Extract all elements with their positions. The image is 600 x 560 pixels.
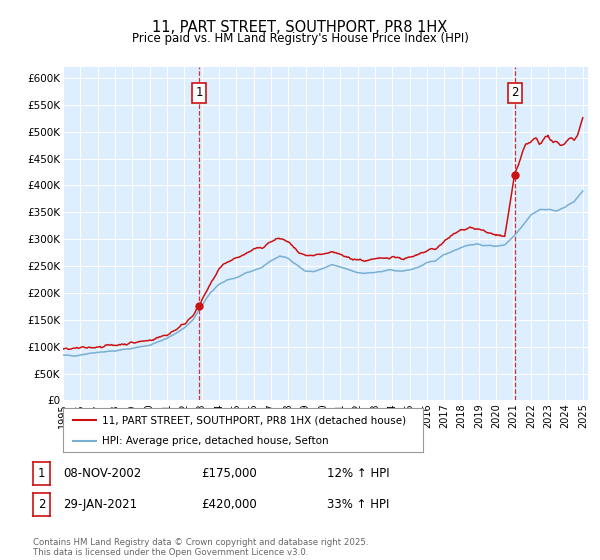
Point [510, 170, 520, 179]
Text: 12% ↑ HPI: 12% ↑ HPI [327, 467, 389, 480]
Text: 2: 2 [38, 498, 45, 511]
Text: 11, PART STREET, SOUTHPORT, PR8 1HX (detached house): 11, PART STREET, SOUTHPORT, PR8 1HX (det… [102, 415, 406, 425]
Text: 1: 1 [195, 86, 203, 100]
Text: 33% ↑ HPI: 33% ↑ HPI [327, 498, 389, 511]
Text: £420,000: £420,000 [201, 498, 257, 511]
Text: 11, PART STREET, SOUTHPORT, PR8 1HX: 11, PART STREET, SOUTHPORT, PR8 1HX [152, 20, 448, 35]
Text: 08-NOV-2002: 08-NOV-2002 [63, 467, 141, 480]
Text: 2: 2 [511, 86, 518, 100]
Text: 1: 1 [38, 467, 45, 480]
Text: £175,000: £175,000 [201, 467, 257, 480]
Point [194, 302, 204, 311]
Text: 29-JAN-2021: 29-JAN-2021 [63, 498, 137, 511]
Text: HPI: Average price, detached house, Sefton: HPI: Average price, detached house, Seft… [102, 436, 329, 446]
Text: Price paid vs. HM Land Registry's House Price Index (HPI): Price paid vs. HM Land Registry's House … [131, 32, 469, 45]
Text: Contains HM Land Registry data © Crown copyright and database right 2025.
This d: Contains HM Land Registry data © Crown c… [33, 538, 368, 557]
